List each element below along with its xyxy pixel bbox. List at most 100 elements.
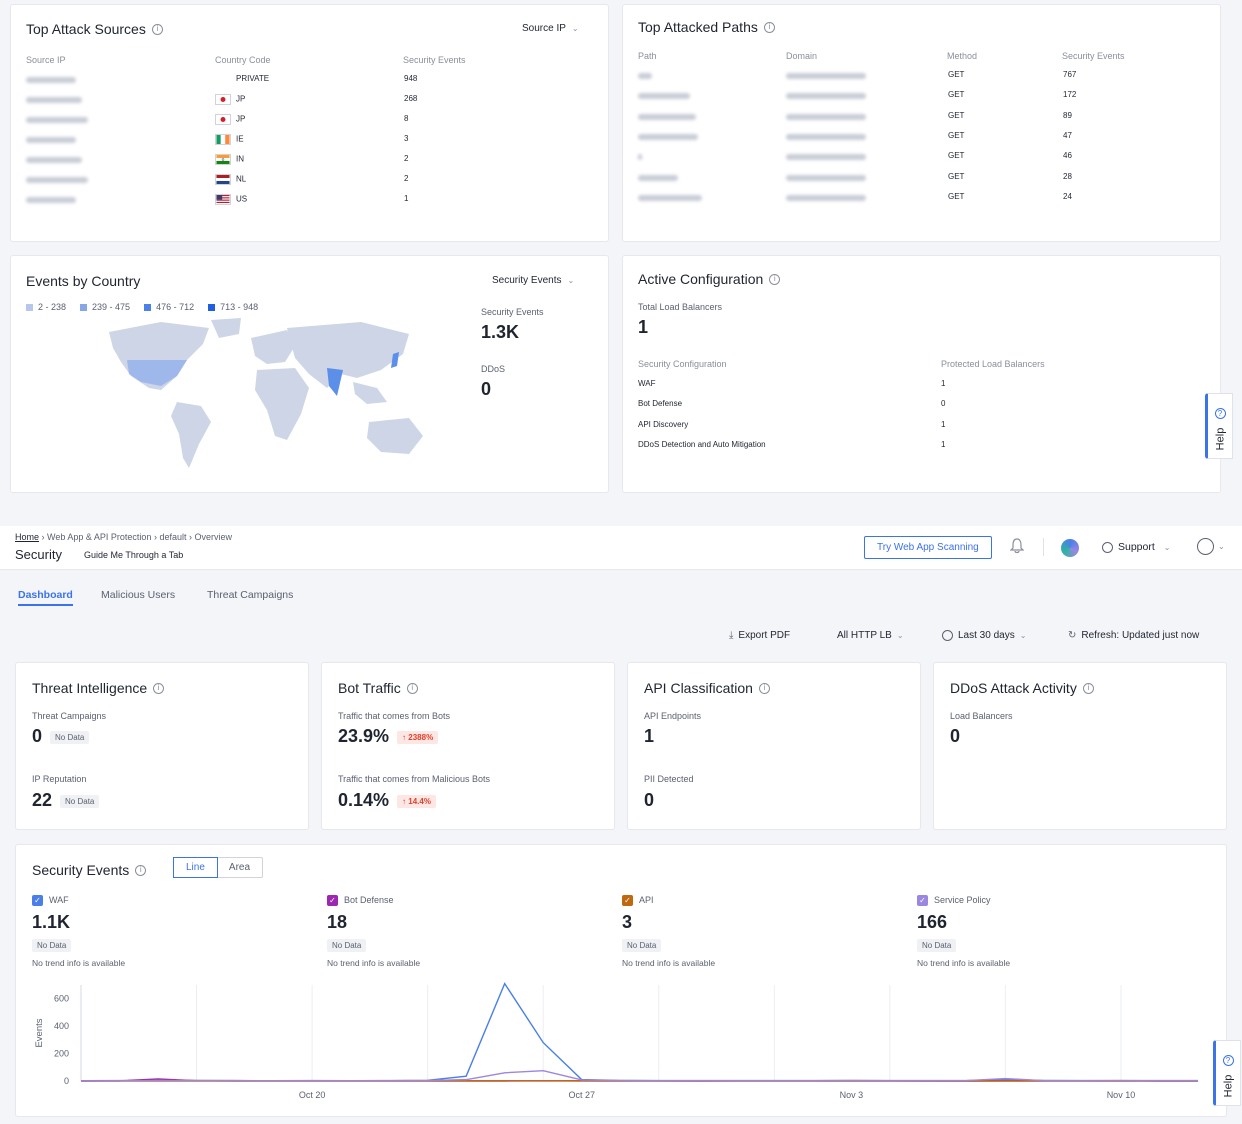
redacted-path — [638, 174, 678, 181]
map-japan — [391, 352, 399, 368]
no-data-badge: No Data — [917, 939, 957, 953]
series-name: Service Policy — [934, 895, 991, 905]
series-toggle[interactable]: ✓ Service Policy — [917, 895, 1010, 907]
method-cell: GET — [948, 110, 965, 120]
card-title: Top Attack Sources — [26, 21, 146, 37]
checkbox-checked-icon[interactable]: ✓ — [327, 895, 338, 907]
security-events-chart: 0 200 400 600 Oct 20 Oct 27 Nov 3 Nov 10 Events — [34, 982, 1198, 1100]
security-events-card: Security Events i Line Area ✓ WAF 1.1K No D… — [15, 844, 1227, 1117]
chevron-down-icon: ⌄ — [1218, 542, 1225, 551]
y-axis-label: Events — [34, 1018, 45, 1047]
malicious-bots-value: 0.14% ↑ 14.4% — [338, 790, 436, 811]
top-attack-sources-title: Top Attack Sources i — [26, 21, 163, 37]
try-web-app-scanning-button[interactable]: Try Web App Scanning — [864, 536, 992, 559]
tab-malicious-users[interactable]: Malicious Users — [101, 589, 176, 601]
avatar[interactable] — [1061, 539, 1079, 557]
trend-note: No trend info is available — [622, 958, 716, 969]
breadcrumb-item[interactable]: Web App & API Protection — [47, 532, 152, 542]
series-summary: ✓ API 3 No Data No trend info is available — [622, 895, 715, 968]
breadcrumb-sep: › — [41, 532, 48, 542]
security-events-dropdown[interactable]: Security Events ⌄ — [492, 275, 574, 286]
api-endpoints-label: API Endpoints — [644, 711, 702, 721]
series-value: 18 — [327, 912, 348, 933]
events-by-country-title: Events by Country — [26, 273, 141, 289]
info-icon[interactable]: i — [135, 864, 147, 876]
checkbox-checked-icon[interactable]: ✓ — [622, 895, 633, 907]
ip-reputation-label: IP Reputation — [32, 774, 87, 784]
area-toggle[interactable]: Area — [228, 862, 251, 873]
help-tab-bottom[interactable]: ? Help — [1213, 1040, 1241, 1106]
map-usa — [127, 360, 187, 386]
legend-item: 2 - 238 — [26, 302, 66, 312]
refresh-button[interactable]: ↻ Refresh: Updated just now — [1068, 630, 1199, 641]
bell-icon[interactable] — [1009, 538, 1025, 554]
security-events-title: Security Events i — [32, 862, 147, 878]
support-menu[interactable]: Support ⌄ — [1102, 541, 1170, 553]
method-cell: GET — [948, 130, 965, 140]
threat-intelligence-title: Threat Intelligence i — [32, 680, 165, 696]
checkbox-checked-icon[interactable]: ✓ — [32, 895, 43, 907]
refresh-label: Refresh: Updated just now — [1081, 630, 1200, 641]
lb-dropdown[interactable]: All HTTP LB ⌄ — [837, 630, 904, 641]
country-code: US — [236, 194, 248, 204]
legend-item: 239 - 475 — [80, 302, 130, 312]
series-toggle[interactable]: ✓ WAF — [32, 895, 125, 907]
y-tick-label: 400 — [54, 1021, 69, 1031]
breadcrumb-item[interactable]: default — [159, 532, 187, 542]
chevron-down-icon: ⌄ — [1019, 631, 1027, 640]
redacted-source-ip — [26, 137, 76, 143]
trend-note: No trend info is available — [32, 958, 126, 969]
flag-in-icon — [215, 154, 236, 165]
config-value: 0 — [941, 399, 946, 409]
checkbox-checked-icon[interactable]: ✓ — [917, 895, 928, 907]
ddos-label: DDoS — [481, 364, 506, 374]
info-icon[interactable]: i — [153, 682, 165, 694]
info-icon[interactable]: i — [406, 682, 418, 694]
trend-badge: ↑ 2388% — [397, 730, 439, 744]
events-cell: 1 — [404, 194, 409, 203]
line-toggle[interactable]: Line — [173, 857, 218, 878]
export-pdf-button[interactable]: ⤓ Export PDF — [729, 630, 790, 641]
tab-dashboard[interactable]: Dashboard — [18, 589, 73, 606]
country-cell: NL — [215, 174, 246, 185]
world-map — [109, 318, 423, 468]
bot-traffic-title: Bot Traffic i — [338, 680, 418, 696]
security-events-label: Security Events — [481, 307, 544, 317]
info-icon[interactable]: i — [151, 23, 163, 35]
country-code: JP — [236, 114, 246, 124]
guide-link[interactable]: Guide Me Through a Tab — [84, 550, 184, 560]
info-icon[interactable]: i — [1082, 682, 1094, 694]
info-icon[interactable]: i — [763, 21, 775, 33]
events-cell: 28 — [1063, 171, 1072, 181]
redacted-path — [638, 194, 702, 201]
top-attacked-paths-card: Top Attacked Paths i Path Domain Method … — [622, 4, 1221, 242]
breadcrumb-home[interactable]: Home — [15, 532, 40, 542]
malicious-bots-label: Traffic that comes from Malicious Bots — [338, 774, 491, 784]
info-icon[interactable]: i — [758, 682, 770, 694]
ddos-attack-activity-card: DDoS Attack Activity i Load Balancers 0 — [933, 662, 1227, 830]
help-tab-top[interactable]: ? Help — [1205, 393, 1233, 459]
info-icon[interactable]: i — [769, 273, 781, 285]
flag-jp-icon — [215, 94, 236, 105]
user-menu[interactable]: ⌄ — [1197, 538, 1225, 555]
redacted-domain — [786, 93, 866, 100]
separator — [1043, 538, 1044, 556]
series-toggle[interactable]: ✓ Bot Defense — [327, 895, 420, 907]
source-ip-dropdown[interactable]: Source IP ⌄ — [522, 23, 579, 34]
header-security-events: Security Events — [1062, 51, 1125, 61]
value: 0.14% — [338, 790, 390, 810]
chart-type-toggle: Line Area — [173, 857, 264, 878]
trend-badge: ↑ 14.4% — [397, 794, 436, 808]
legend-swatch — [208, 304, 216, 312]
series-toggle[interactable]: ✓ API — [622, 895, 715, 907]
time-range-dropdown[interactable]: Last 30 days ⌄ — [942, 630, 1026, 641]
country-cell: JP — [215, 94, 245, 105]
country-cell: JP — [215, 114, 245, 125]
tab-threat-campaigns[interactable]: Threat Campaigns — [207, 589, 294, 601]
flag-nl-icon — [215, 174, 236, 185]
y-tick-label: 600 — [54, 994, 69, 1004]
chevron-down-icon: ⌄ — [896, 631, 904, 640]
y-tick-label: 0 — [64, 1076, 69, 1086]
events-cell: 948 — [404, 74, 418, 83]
active-configuration-card: Active Configuration i Total Load Balanc… — [622, 255, 1221, 493]
